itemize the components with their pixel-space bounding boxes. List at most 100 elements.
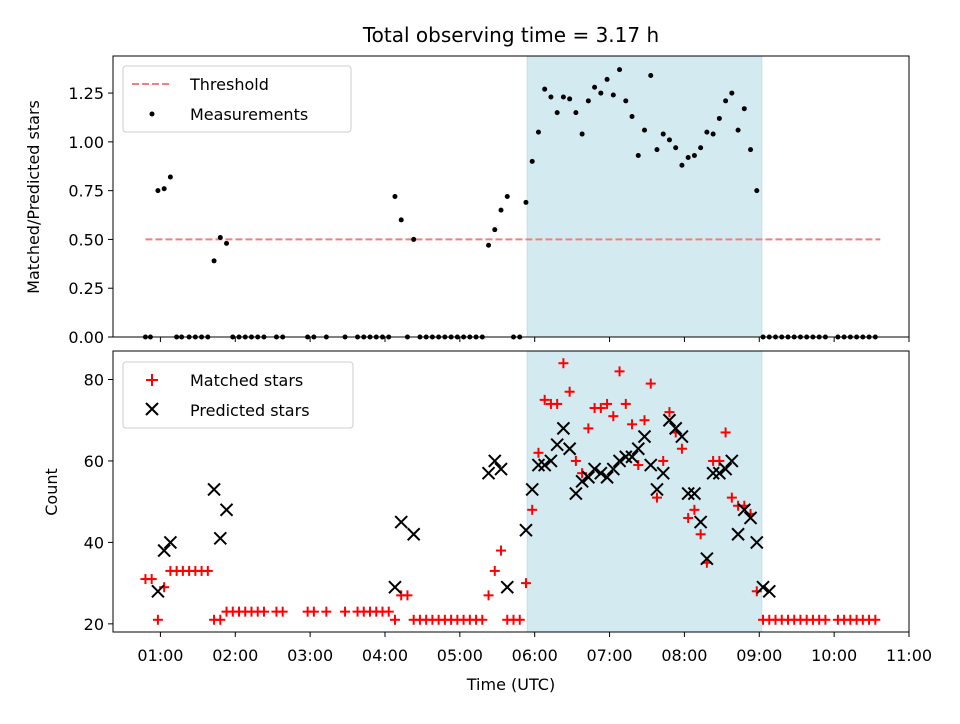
data-point	[569, 486, 583, 501]
data-point	[520, 578, 531, 589]
data-point	[668, 421, 683, 436]
threshold-legend-label: Threshold	[189, 75, 269, 94]
bottom-panel: 20 40 60 80 01:00 02:00 03:00 04:00 05:00 06:00 07…	[84, 350, 932, 665]
data-point	[698, 145, 704, 151]
plot-frame	[112, 350, 910, 633]
data-point	[685, 154, 691, 160]
series-predicted-stars	[151, 413, 776, 598]
data-point	[592, 84, 598, 90]
data-point	[529, 158, 535, 164]
matched-legend-swatch	[146, 374, 158, 386]
data-point	[579, 131, 585, 137]
y-tick-label: 80	[84, 371, 104, 390]
data-point	[575, 474, 589, 489]
data-point	[560, 94, 566, 100]
data-point	[498, 207, 504, 213]
data-point	[716, 115, 722, 121]
legend-box	[122, 65, 352, 133]
data-point	[754, 188, 760, 194]
data-point	[598, 90, 604, 96]
data-point	[157, 543, 171, 558]
data-point	[687, 486, 702, 501]
data-point	[610, 92, 616, 98]
data-point	[725, 454, 739, 468]
data-point	[666, 137, 672, 143]
data-point	[558, 358, 569, 369]
data-point	[308, 606, 319, 617]
x-tick-label: 11:00	[886, 646, 932, 665]
data-point	[539, 394, 550, 405]
data-point	[710, 131, 716, 137]
data-point	[389, 614, 400, 625]
data-point	[488, 454, 502, 468]
data-point	[731, 527, 745, 541]
data-point	[619, 450, 633, 464]
data-point	[627, 419, 638, 430]
data-point	[594, 466, 608, 480]
data-point	[820, 614, 831, 625]
data-point	[383, 606, 394, 617]
data-point	[411, 236, 417, 242]
data-point	[648, 73, 654, 79]
data-point	[215, 614, 226, 625]
data-point	[689, 504, 700, 515]
y-tick-label: 0.00	[68, 328, 104, 347]
x-tick-label: 05:00	[437, 646, 483, 665]
x-axis-label: Time (UTC)	[466, 675, 555, 694]
data-point	[321, 606, 332, 617]
matched-legend-label: Matched stars	[190, 371, 303, 390]
data-point	[388, 580, 402, 594]
data-point	[602, 398, 613, 409]
data-point	[870, 614, 881, 625]
data-point	[651, 492, 662, 503]
data-point	[629, 113, 635, 119]
data-point	[167, 174, 173, 180]
x-tick-label: 10:00	[811, 646, 857, 665]
data-point	[163, 535, 178, 550]
data-point	[402, 590, 413, 601]
data-point	[650, 482, 664, 497]
data-point	[726, 492, 737, 503]
bottom-legend: Matched stars Predicted stars	[122, 361, 354, 429]
data-point	[146, 574, 157, 585]
data-point	[535, 129, 541, 135]
data-point	[533, 447, 544, 458]
x-tick-label: 03:00	[287, 646, 333, 665]
data-point	[570, 455, 581, 466]
data-point	[207, 482, 221, 497]
data-point	[693, 515, 708, 529]
data-point	[213, 531, 228, 546]
top-y-axis-label: Matched/Predicted stars	[24, 100, 43, 294]
data-point	[477, 614, 488, 625]
series-matched-stars	[140, 358, 881, 625]
data-point	[525, 482, 539, 497]
data-point	[394, 515, 408, 529]
data-point	[617, 67, 623, 73]
data-point	[544, 454, 558, 468]
data-point	[762, 584, 776, 598]
data-point	[504, 194, 510, 199]
x-tick-label: 01:00	[137, 646, 183, 665]
data-point	[691, 153, 697, 159]
data-point	[224, 240, 230, 246]
data-point	[392, 194, 398, 199]
data-point	[620, 398, 631, 409]
x-tick-label: 09:00	[736, 646, 782, 665]
data-point	[552, 398, 563, 409]
data-point	[564, 386, 575, 397]
data-point	[554, 110, 560, 116]
data-point	[152, 614, 163, 625]
data-point	[523, 199, 529, 205]
data-point	[486, 242, 492, 248]
data-point	[595, 403, 606, 414]
data-point	[737, 503, 752, 517]
data-point	[211, 258, 217, 264]
series-measurements	[142, 67, 878, 340]
data-point	[679, 162, 685, 168]
data-point	[612, 454, 627, 468]
data-point	[639, 415, 650, 426]
data-point	[673, 145, 679, 151]
chart-title: Total observing time = 3.17 h	[362, 23, 659, 47]
data-point	[217, 234, 223, 240]
data-point	[748, 147, 754, 153]
